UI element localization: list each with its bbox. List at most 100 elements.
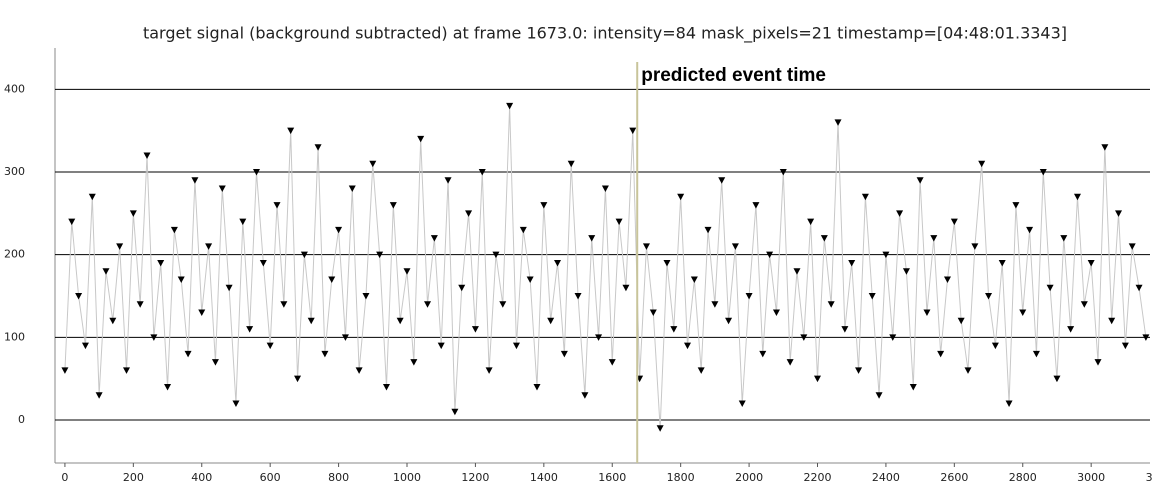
marker: [164, 383, 172, 391]
marker: [287, 127, 295, 135]
x-tick-label: 2400: [872, 471, 900, 484]
marker: [998, 259, 1006, 267]
x-tick-label: 2000: [735, 471, 763, 484]
marker: [95, 392, 103, 399]
marker: [752, 202, 760, 209]
y-tick-label: 400: [4, 82, 25, 95]
marker: [211, 359, 219, 366]
marker: [506, 102, 514, 110]
marker: [718, 177, 726, 184]
marker: [684, 342, 692, 350]
marker: [259, 259, 267, 267]
marker: [800, 334, 808, 341]
marker: [177, 276, 185, 283]
marker: [690, 276, 698, 283]
marker: [403, 268, 411, 275]
marker: [143, 152, 151, 159]
marker: [273, 202, 281, 209]
marker: [697, 367, 705, 374]
marker: [677, 193, 685, 201]
marker: [588, 235, 596, 242]
marker: [444, 177, 452, 184]
marker: [574, 293, 582, 300]
marker: [348, 185, 356, 193]
marker: [1087, 259, 1095, 267]
marker: [1039, 169, 1047, 176]
marker: [246, 326, 254, 333]
marker: [1115, 210, 1123, 217]
x-tick-label: 0: [61, 471, 68, 484]
marker: [225, 284, 233, 292]
x-tick-label: 800: [328, 471, 349, 484]
marker: [150, 334, 158, 341]
marker: [191, 177, 199, 184]
marker: [704, 226, 712, 234]
y-tick-label: 100: [4, 330, 25, 343]
x-tick-label: 1600: [598, 471, 626, 484]
marker: [335, 226, 343, 234]
marker: [1053, 375, 1061, 383]
marker: [978, 160, 986, 168]
marker: [1073, 193, 1081, 201]
marker: [601, 185, 609, 193]
marker: [1094, 359, 1102, 366]
marker: [1046, 284, 1054, 292]
marker: [711, 301, 719, 308]
marker: [896, 210, 904, 217]
signal-line: [64, 105, 1147, 429]
marker: [122, 367, 130, 374]
marker: [861, 193, 869, 201]
x-tick-label: 3200: [1146, 471, 1152, 484]
marker: [813, 375, 821, 383]
marker: [547, 317, 555, 325]
marker: [417, 135, 425, 143]
marker: [458, 284, 466, 292]
x-tick-label: 200: [123, 471, 144, 484]
marker: [875, 392, 883, 399]
marker: [738, 400, 746, 407]
x-tick-label: 600: [260, 471, 281, 484]
marker: [170, 226, 178, 234]
marker: [328, 276, 336, 283]
marker: [512, 342, 520, 350]
marker: [1142, 334, 1150, 341]
marker: [868, 293, 876, 300]
marker: [471, 326, 479, 333]
marker: [218, 185, 226, 193]
marker: [923, 309, 931, 317]
marker: [964, 367, 972, 374]
x-tick-label: 2600: [940, 471, 968, 484]
marker: [410, 359, 418, 366]
marker: [971, 243, 979, 250]
marker: [75, 293, 83, 300]
marker: [779, 169, 787, 176]
marker: [533, 383, 541, 391]
marker: [731, 243, 739, 250]
y-tick-label: 300: [4, 165, 25, 178]
marker: [314, 144, 322, 151]
marker: [239, 218, 247, 226]
marker: [362, 293, 370, 300]
marker: [834, 119, 842, 126]
marker: [252, 169, 260, 176]
marker: [300, 251, 308, 259]
chart-title: target signal (background subtracted) at…: [143, 24, 1067, 44]
marker: [382, 383, 390, 391]
y-tick-label: 0: [18, 413, 25, 426]
marker: [820, 235, 828, 242]
marker: [355, 367, 363, 374]
marker: [1080, 301, 1088, 308]
marker: [424, 301, 432, 308]
marker: [629, 127, 637, 135]
marker: [615, 218, 623, 226]
marker: [759, 350, 767, 358]
marker: [376, 251, 384, 259]
marker: [499, 301, 507, 308]
marker: [916, 177, 924, 184]
marker: [430, 235, 438, 242]
marker: [232, 400, 240, 407]
marker: [294, 375, 302, 383]
marker: [540, 202, 548, 209]
marker: [492, 251, 500, 259]
marker: [1128, 243, 1136, 250]
